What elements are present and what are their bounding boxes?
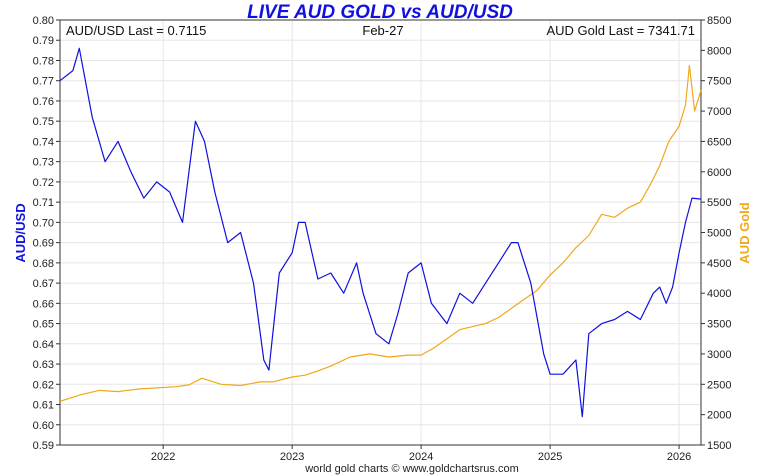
right-tick-label: 6500 bbox=[707, 136, 731, 148]
left-tick-label: 0.67 bbox=[33, 278, 54, 290]
header-right-readout: AUD Gold Last = 7341.71 bbox=[546, 23, 695, 38]
series-aud-gold-line bbox=[59, 64, 702, 402]
left-tick-label: 0.63 bbox=[33, 359, 54, 371]
x-tick-label: 2024 bbox=[409, 451, 433, 463]
series-aud-usd-line bbox=[59, 47, 702, 418]
left-tick-label: 0.74 bbox=[33, 136, 54, 148]
x-tick-label: 2022 bbox=[151, 451, 175, 463]
x-tick-label: 2025 bbox=[538, 451, 562, 463]
right-tick-label: 1500 bbox=[707, 440, 731, 452]
right-tick-label: 8000 bbox=[707, 45, 731, 57]
footer-credit: world gold charts © www.goldchartsrus.co… bbox=[304, 463, 519, 475]
y-axis-label-right: AUD Gold bbox=[737, 202, 752, 263]
right-tick-label: 4500 bbox=[707, 258, 731, 270]
left-tick-label: 0.65 bbox=[33, 319, 54, 331]
left-tick-label: 0.70 bbox=[33, 217, 54, 229]
header-date: Feb-27 bbox=[362, 23, 403, 38]
x-axis-ticks: 2022 2023 2024 2025 2026 bbox=[151, 445, 691, 463]
right-tick-label: 6000 bbox=[707, 167, 731, 179]
right-tick-label: 5500 bbox=[707, 197, 731, 209]
left-tick-label: 0.77 bbox=[33, 76, 54, 88]
left-tick-label: 0.79 bbox=[33, 35, 54, 47]
right-tick-label: 3500 bbox=[707, 319, 731, 331]
left-tick-label: 0.80 bbox=[33, 15, 54, 27]
left-tick-label: 0.66 bbox=[33, 298, 54, 310]
y-axis-label-left: AUD/USD bbox=[13, 203, 28, 262]
left-tick-label: 0.73 bbox=[33, 157, 54, 169]
right-axis-ticks: 1500 2000 2500 3000 3500 4000 4500 5000 5500 6000… bbox=[701, 15, 731, 452]
left-tick-label: 0.60 bbox=[33, 420, 54, 432]
left-axis-ticks: 0.59 0.60 0.61 0.62 0.63 0.64 0.65 0.66 0.67 0.68… bbox=[33, 15, 60, 452]
left-tick-label: 0.72 bbox=[33, 177, 54, 189]
right-tick-label: 5000 bbox=[707, 228, 731, 240]
header-left-readout: AUD/USD Last = 0.7115 bbox=[66, 23, 206, 38]
left-tick-label: 0.61 bbox=[33, 400, 54, 412]
x-tick-label: 2026 bbox=[667, 451, 691, 463]
left-tick-label: 0.62 bbox=[33, 379, 54, 391]
right-tick-label: 8500 bbox=[707, 15, 731, 27]
right-tick-label: 2500 bbox=[707, 379, 731, 391]
right-tick-label: 7000 bbox=[707, 106, 731, 118]
left-tick-label: 0.71 bbox=[33, 197, 54, 209]
left-tick-label: 0.59 bbox=[33, 440, 54, 452]
left-tick-label: 0.69 bbox=[33, 238, 54, 250]
left-tick-label: 0.76 bbox=[33, 96, 54, 108]
right-tick-label: 4000 bbox=[707, 288, 731, 300]
right-tick-label: 2000 bbox=[707, 410, 731, 422]
right-tick-label: 7500 bbox=[707, 76, 731, 88]
left-tick-label: 0.64 bbox=[33, 339, 54, 351]
series-layer bbox=[59, 47, 702, 418]
chart-title: LIVE AUD GOLD vs AUD/USD bbox=[247, 2, 513, 23]
left-tick-label: 0.75 bbox=[33, 116, 54, 128]
left-tick-label: 0.68 bbox=[33, 258, 54, 270]
left-tick-label: 0.78 bbox=[33, 55, 54, 67]
x-tick-label: 2023 bbox=[280, 451, 304, 463]
right-tick-label: 3000 bbox=[707, 349, 731, 361]
